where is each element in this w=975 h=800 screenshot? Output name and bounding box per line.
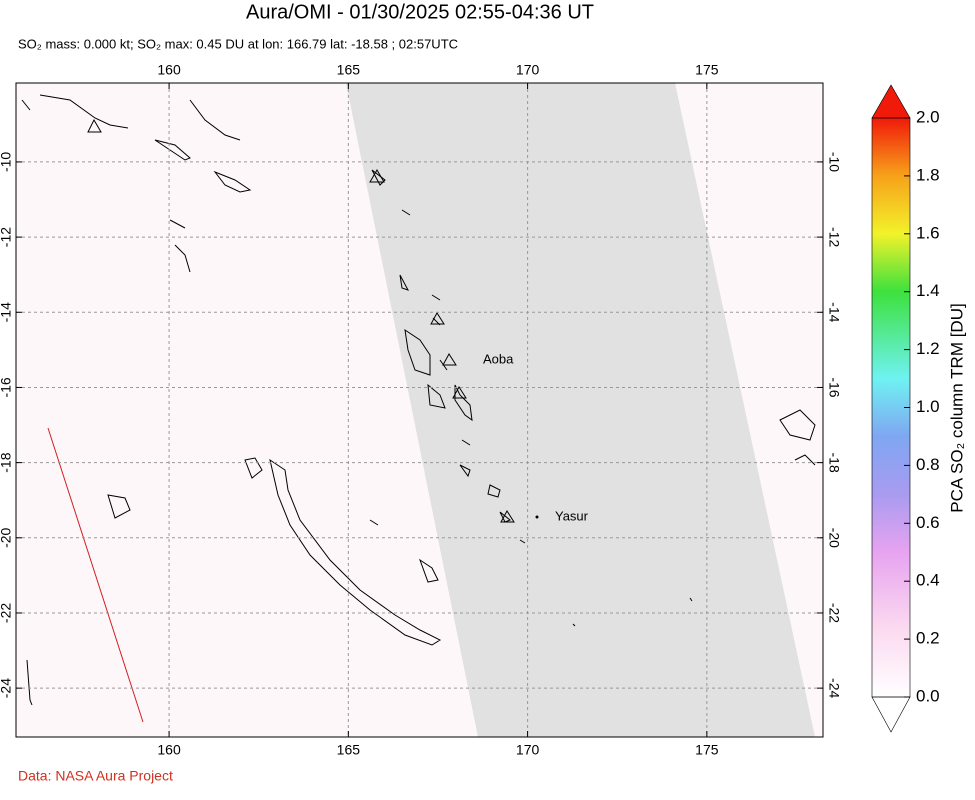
colorbar-tick-label: 2.0 [916, 107, 940, 126]
colorbar-tick-label: 1.4 [916, 281, 940, 300]
chart-title: Aura/OMI - 01/30/2025 02:55-04:36 UT [246, 1, 594, 23]
y-tick-label: -14 [0, 302, 14, 322]
x-tick-label: 175 [695, 742, 719, 758]
y-tick-label: -22 [0, 603, 14, 623]
y-tick-label: -12 [826, 227, 842, 247]
colorbar-tick-label: 0.2 [916, 629, 940, 648]
map-area: Aoba Yasur [15, 82, 824, 738]
map-frame [15, 82, 824, 738]
annotation: Aoba [483, 351, 514, 366]
x-tick-label: 175 [695, 62, 719, 78]
x-tick-label: 160 [157, 62, 181, 78]
y-tick-label: -12 [0, 227, 14, 247]
y-tick-label: -24 [826, 678, 842, 698]
swath-edge [47, 427, 144, 723]
colorbar-tick-label: 0.8 [916, 455, 940, 474]
colorbar: PCA SO₂ column TRM [DU] [871, 84, 966, 733]
y-tick-label: -24 [0, 678, 14, 698]
swath [346, 83, 815, 737]
colorbar-min-arrow [871, 696, 911, 733]
source-credit: Data: NASA Aura Project [18, 768, 173, 784]
colorbar-tick-label: 1.2 [916, 339, 940, 358]
x-tick-label: 165 [337, 62, 361, 78]
y-tick-label: -16 [826, 377, 842, 397]
y-tick-label: -14 [826, 302, 842, 322]
y-tick-label: -10 [0, 152, 14, 172]
colorbar-tick-label: 0.4 [916, 571, 940, 590]
y-tick-label: -20 [0, 527, 14, 547]
coastlines [21, 94, 816, 706]
subtitle: SO₂ mass: 0.000 kt; SO₂ max: 0.45 DU at … [18, 36, 458, 51]
colorbar-tick-label: 1.8 [916, 165, 940, 184]
colorbar-tick-label: 1.6 [916, 223, 940, 242]
x-tick-label: 165 [337, 742, 361, 758]
y-tick-label: -22 [826, 603, 842, 623]
volcano-markers [87, 118, 539, 523]
colorbar-tick-label: 0.6 [916, 513, 940, 532]
x-tick-label: 170 [516, 62, 540, 78]
y-tick-label: -10 [826, 152, 842, 172]
colorbar-max-arrow [871, 84, 911, 119]
x-tick-label: 170 [516, 742, 540, 758]
y-tick-label: -18 [826, 453, 842, 473]
colorbar-tick-label: 0.0 [916, 686, 940, 705]
colorbar-tick-label: 1.0 [916, 397, 940, 416]
y-tick-label: -20 [826, 528, 842, 548]
annotation: Yasur [555, 508, 589, 523]
y-tick-label: -16 [0, 377, 14, 397]
colorbar-gradient [872, 118, 910, 697]
x-tick-label: 160 [157, 742, 181, 758]
y-tick-label: -18 [0, 452, 14, 472]
colorbar-label: PCA SO₂ column TRM [DU] [947, 303, 966, 512]
